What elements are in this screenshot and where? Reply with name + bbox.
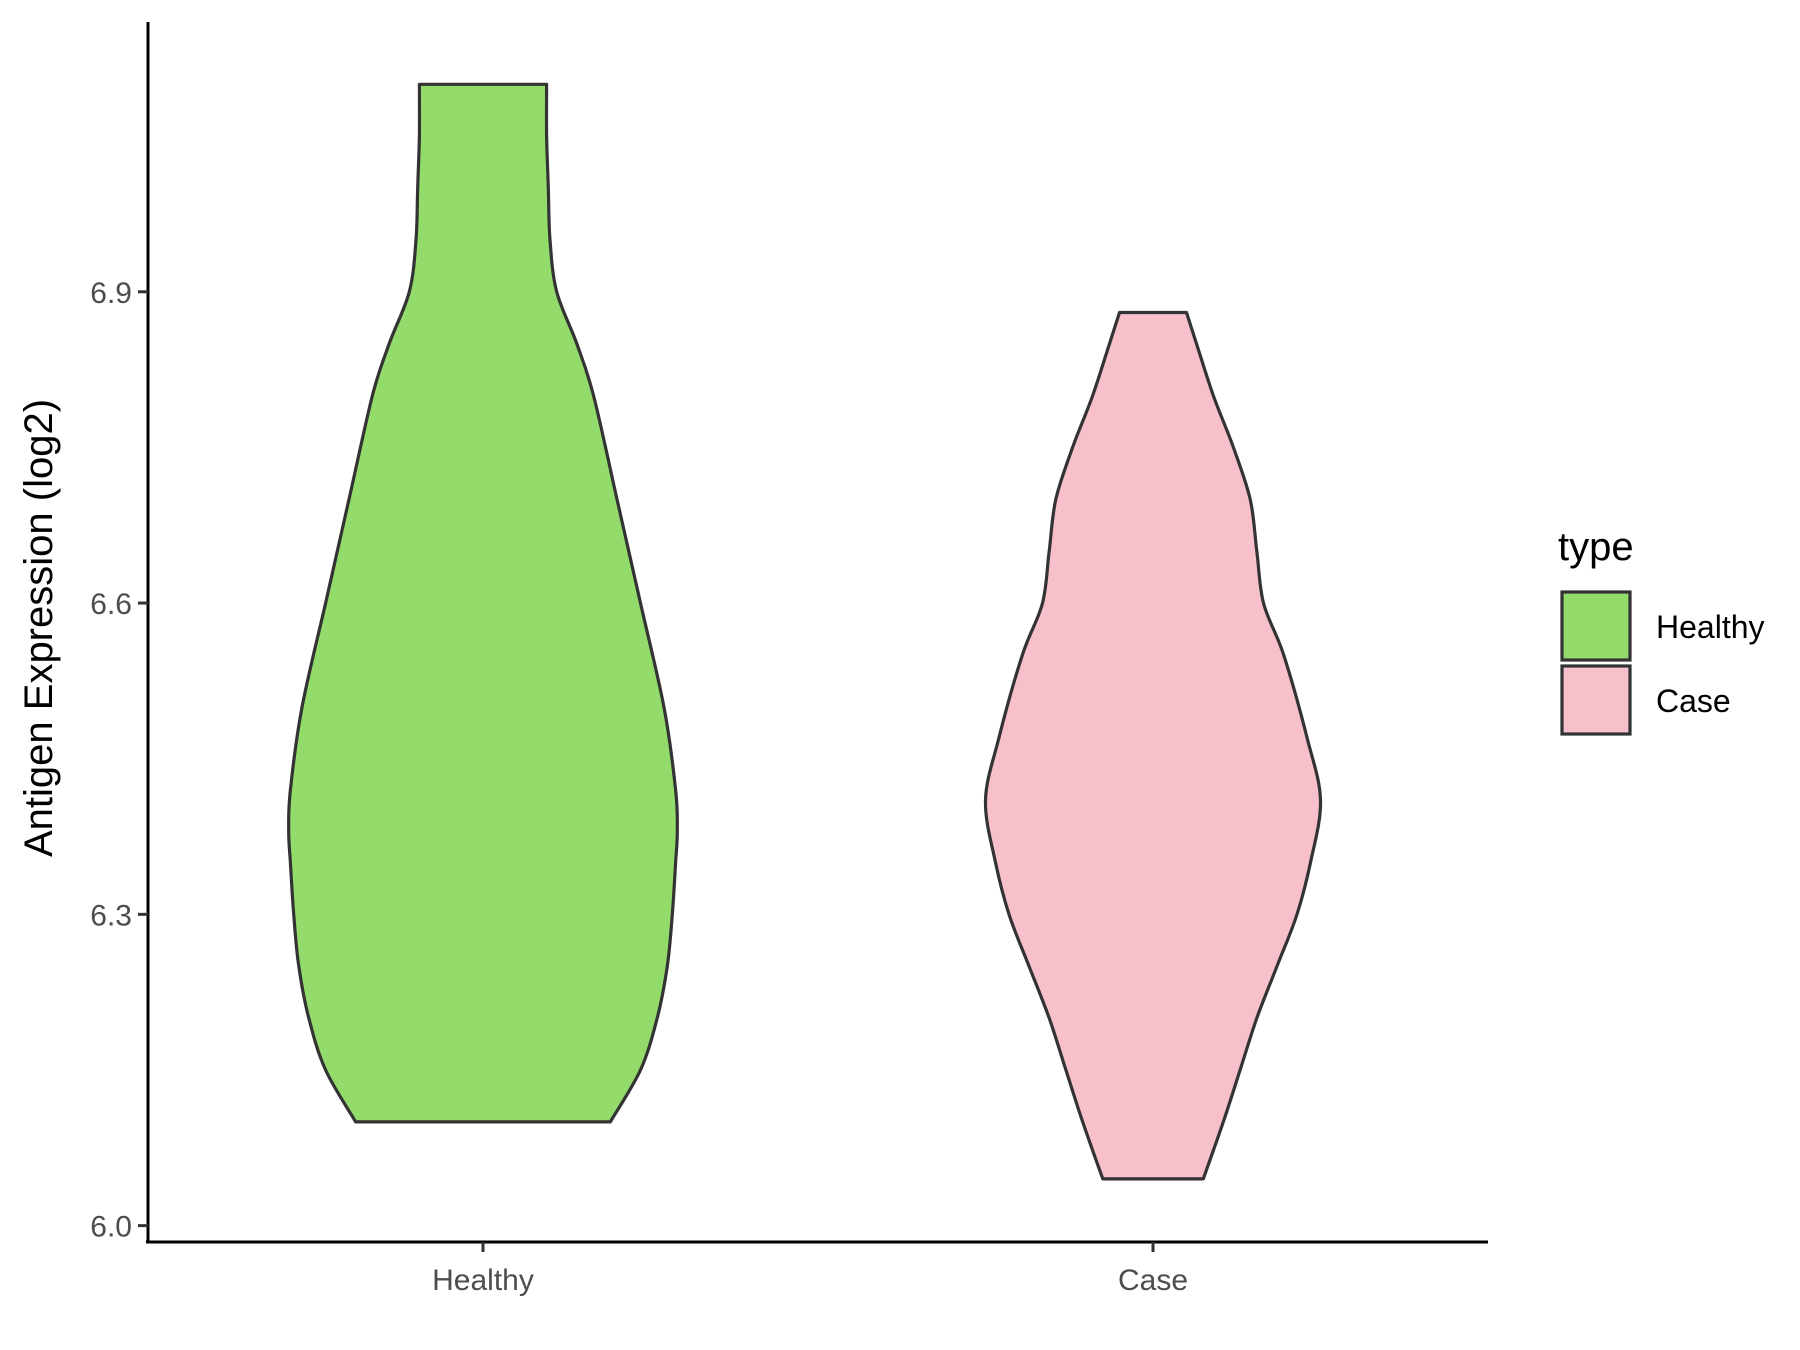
legend-label-healthy: Healthy: [1656, 609, 1765, 645]
legend-title: type: [1558, 525, 1634, 569]
violin-healthy: [287, 82, 679, 1124]
legend: type Healthy Case: [1558, 525, 1765, 736]
y-tick-label: 6.3: [90, 899, 132, 932]
y-tick-label: 6.9: [90, 277, 132, 310]
y-tick-label: 6.0: [90, 1211, 132, 1244]
x-tick-label: Healthy: [432, 1264, 534, 1297]
legend-label-case: Case: [1656, 683, 1731, 719]
y-tick-label: 6.6: [90, 588, 132, 621]
y-axis-title: Antigen Expression (log2): [17, 399, 61, 857]
violin-case: [983, 310, 1323, 1181]
legend-swatch-case: [1560, 664, 1632, 736]
legend-swatch-healthy: [1560, 590, 1632, 662]
legend-items: Healthy Case: [1560, 590, 1765, 736]
plot-area: [287, 82, 1323, 1181]
x-axis: Healthy Case: [146, 1240, 1488, 1297]
x-tick-label: Case: [1118, 1264, 1188, 1297]
y-axis: 6.0 6.3 6.6 6.9: [90, 22, 150, 1244]
